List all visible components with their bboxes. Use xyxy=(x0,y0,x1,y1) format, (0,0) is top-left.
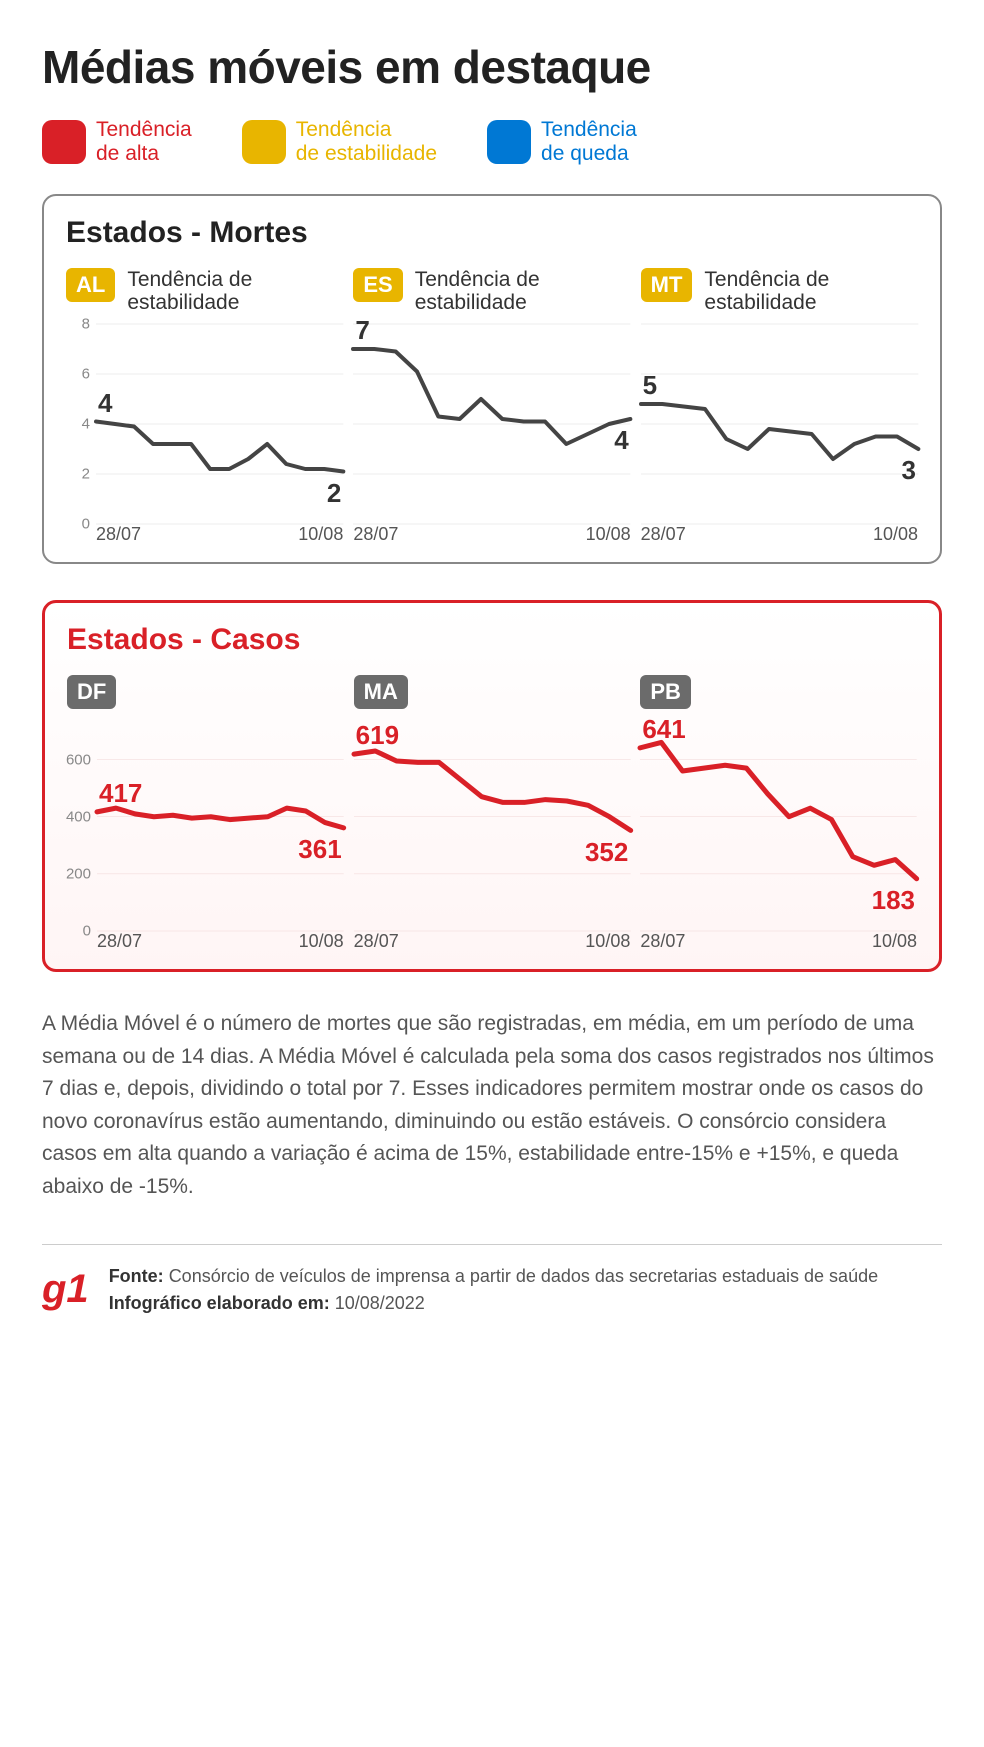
start-value-label: 641 xyxy=(642,714,685,745)
x-end-label: 10/08 xyxy=(873,524,918,544)
y-tick: 2 xyxy=(82,466,90,483)
chart-header: DF xyxy=(67,675,344,725)
y-tick: 400 xyxy=(66,808,91,825)
chart-header: MA xyxy=(354,675,631,725)
start-value-label: 7 xyxy=(355,315,369,346)
chart-plot: 74 xyxy=(353,324,630,524)
y-tick: 4 xyxy=(82,416,90,433)
chart-header: AL Tendência de estabilidade xyxy=(66,268,343,318)
chart-header: MT Tendência de estabilidade xyxy=(641,268,918,318)
panel-title: Estados - Casos xyxy=(67,623,917,657)
chart-area: 61935228/07 10/08 xyxy=(354,731,631,951)
legend-swatch xyxy=(242,120,286,164)
x-axis-labels: 28/07 10/08 xyxy=(640,931,917,951)
x-end-label: 10/08 xyxy=(585,931,630,951)
chart-area: 64118328/07 10/08 xyxy=(640,731,917,951)
chart-cell: MA61935228/0710/08 xyxy=(354,675,631,951)
charts-row: DF020040060041736128/0710/08MA61935228/0… xyxy=(67,675,917,951)
charts-row: ALTendência de estabilidade024684228/071… xyxy=(66,268,918,544)
legend: Tendência de alta Tendência de estabilida… xyxy=(42,118,942,166)
legend-label: Tendência de queda xyxy=(541,118,637,166)
y-tick: 0 xyxy=(82,516,90,533)
legend-item: Tendência de estabilidade xyxy=(242,118,437,166)
x-end-label: 10/08 xyxy=(872,931,917,951)
x-axis-labels: 28/07 10/08 xyxy=(96,524,343,544)
chart-cell: ALTendência de estabilidade024684228/071… xyxy=(66,268,343,544)
y-tick: 8 xyxy=(82,316,90,333)
chart-plot: 417 361 xyxy=(97,731,344,931)
x-axis-labels: 28/07 10/08 xyxy=(353,524,630,544)
page-title: Médias móveis em destaque xyxy=(42,40,942,94)
description-text: A Média Móvel é o número de mortes que s… xyxy=(42,1008,942,1203)
start-value-label: 4 xyxy=(98,388,112,419)
x-start-label: 28/07 xyxy=(354,931,399,951)
legend-swatch xyxy=(42,120,86,164)
legend-label: Tendência de estabilidade xyxy=(296,118,437,166)
chart-cell: ESTendência de estabilidade7428/0710/08 xyxy=(353,268,630,544)
x-start-label: 28/07 xyxy=(641,524,686,544)
state-badge: AL xyxy=(66,268,115,302)
state-badge: MT xyxy=(641,268,693,302)
footer: g1 Fonte: Consórcio de veículos de impre… xyxy=(42,1263,942,1317)
x-end-label: 10/08 xyxy=(299,931,344,951)
start-value-label: 619 xyxy=(356,720,399,751)
x-axis-labels: 28/07 10/08 xyxy=(641,524,918,544)
chart-area: 0 200 400 600 417 361 28/07 10/08 xyxy=(67,731,344,951)
divider xyxy=(42,1244,942,1245)
chart-plot: 641183 xyxy=(640,731,917,931)
chart-area: 7428/07 10/08 xyxy=(353,324,630,544)
state-badge: PB xyxy=(640,675,691,709)
end-value-label: 4 xyxy=(614,425,628,456)
chart-plot: 619352 xyxy=(354,731,631,931)
y-tick: 600 xyxy=(66,751,91,768)
x-start-label: 28/07 xyxy=(96,524,141,544)
trend-text: Tendência de estabilidade xyxy=(127,268,252,314)
y-tick: 200 xyxy=(66,866,91,883)
legend-item: Tendência de queda xyxy=(487,118,637,166)
start-value-label: 5 xyxy=(643,370,657,401)
x-end-label: 10/08 xyxy=(586,524,631,544)
end-value-label: 3 xyxy=(902,455,916,486)
chart-cell: PB64118328/0710/08 xyxy=(640,675,917,951)
start-value-label: 417 xyxy=(99,778,142,809)
chart-header: ES Tendência de estabilidade xyxy=(353,268,630,318)
x-start-label: 28/07 xyxy=(97,931,142,951)
legend-item: Tendência de alta xyxy=(42,118,192,166)
x-start-label: 28/07 xyxy=(640,931,685,951)
chart-plot: 53 xyxy=(641,324,918,524)
y-tick: 6 xyxy=(82,366,90,383)
trend-text: Tendência de estabilidade xyxy=(704,268,829,314)
state-badge: MA xyxy=(354,675,408,709)
x-axis-labels: 28/07 10/08 xyxy=(97,931,344,951)
date-text: 10/08/2022 xyxy=(335,1293,425,1313)
end-value-label: 183 xyxy=(872,885,915,916)
source-text: Consórcio de veículos de imprensa a part… xyxy=(169,1266,878,1286)
source-label: Fonte: xyxy=(109,1266,164,1286)
end-value-label: 352 xyxy=(585,837,628,868)
chart-area: 5328/0710/08 xyxy=(641,324,918,544)
end-value-label: 2 xyxy=(327,478,341,509)
chart-cell: MTTendência de estabilidade5328/0710/08 xyxy=(641,268,918,544)
date-label: Infográfico elaborado em: xyxy=(109,1293,330,1313)
x-axis-labels: 28/07 10/08 xyxy=(354,931,631,951)
legend-label: Tendência de alta xyxy=(96,118,192,166)
panel-casos: Estados - Casos DF 0 200 400 600 417 361 28/07 10… xyxy=(42,600,942,972)
panel-mortes: Estados - Mortes AL Tendência de estabilid… xyxy=(42,194,942,564)
brand-logo: g1 xyxy=(42,1267,89,1312)
chart-plot: 42 xyxy=(96,324,343,524)
footer-text: Fonte: Consórcio de veículos de imprensa… xyxy=(109,1263,878,1317)
panel-title: Estados - Mortes xyxy=(66,216,918,250)
x-end-label: 10/08 xyxy=(298,524,343,544)
chart-cell: DF 0 200 400 600 417 361 28/07 10/08 xyxy=(67,675,344,951)
trend-text: Tendência de estabilidade xyxy=(415,268,540,314)
legend-swatch xyxy=(487,120,531,164)
y-axis: 0200400600 xyxy=(67,731,97,931)
chart-area: 024684228/0710/08 xyxy=(66,324,343,544)
end-value-label: 361 xyxy=(298,834,341,865)
x-start-label: 28/07 xyxy=(353,524,398,544)
state-badge: ES xyxy=(353,268,402,302)
y-axis: 02468 xyxy=(66,324,96,524)
state-badge: DF xyxy=(67,675,116,709)
y-tick: 0 xyxy=(83,923,91,940)
